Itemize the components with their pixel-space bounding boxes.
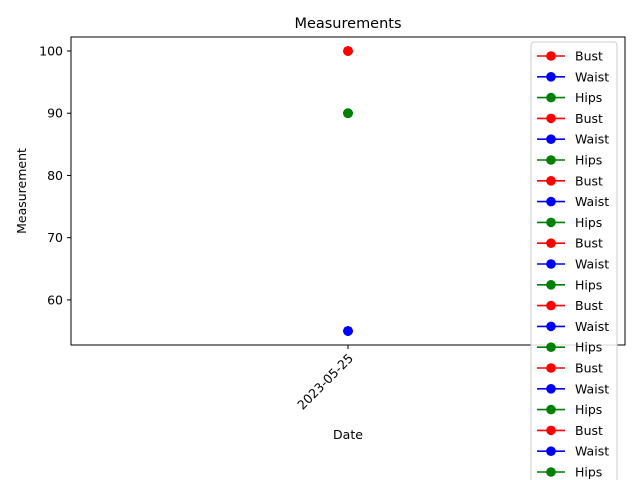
legend-marker	[546, 404, 556, 415]
data-point-waist	[343, 326, 353, 336]
legend-label: Bust	[575, 236, 603, 251]
legend-marker	[546, 176, 556, 186]
legend-label: Bust	[575, 298, 603, 313]
legend-marker	[546, 51, 556, 61]
legend-label: Bust	[575, 111, 603, 126]
y-tick-label: 100	[39, 44, 63, 59]
legend-marker	[546, 467, 556, 477]
legend-marker	[546, 342, 556, 353]
x-axis-ticks: 2023-05-25	[294, 345, 356, 412]
legend-label: Hips	[575, 153, 602, 168]
legend-label: Waist	[575, 319, 609, 334]
legend-label: Bust	[575, 423, 603, 438]
legend-marker	[546, 238, 556, 248]
legend-label: Waist	[575, 69, 609, 84]
legend-marker	[546, 259, 556, 269]
y-tick-label: 70	[47, 230, 63, 245]
legend-label: Waist	[575, 381, 609, 396]
legend-marker	[546, 425, 556, 436]
plot-area	[70, 36, 626, 346]
y-tick-label: 80	[47, 168, 63, 183]
legend-marker	[546, 113, 556, 124]
y-axis-ticks: 60 70 80 90 100	[39, 44, 71, 307]
legend-label: Bust	[575, 361, 603, 376]
x-axis-label: Date	[333, 427, 363, 442]
legend-marker	[546, 72, 556, 82]
legend-label: Waist	[575, 257, 609, 272]
legend-marker	[546, 196, 556, 207]
legend-label: Hips	[575, 277, 602, 292]
legend-marker	[546, 280, 556, 290]
legend-marker	[546, 363, 556, 373]
legend-marker	[546, 384, 556, 394]
legend-marker	[546, 155, 556, 165]
series-layer	[343, 46, 353, 336]
legend-marker	[546, 321, 556, 332]
legend-label: Waist	[575, 444, 609, 459]
legend-label: Bust	[575, 49, 603, 64]
chart-title: Measurements	[294, 16, 401, 32]
data-point-hips	[343, 108, 353, 119]
y-tick-label: 60	[47, 292, 63, 307]
legend-label: Hips	[575, 215, 602, 230]
legend-marker	[546, 92, 556, 103]
legend-label: Hips	[575, 402, 602, 417]
data-point-bust	[343, 46, 353, 56]
legend-marker	[546, 134, 556, 144]
legend-label: Hips	[575, 340, 602, 355]
x-tick-label: 2023-05-25	[294, 351, 356, 413]
legend-label: Bust	[575, 173, 603, 188]
legend: Bust Waist Hips Bust Waist Hips Bust Waist Hips B…	[530, 41, 618, 480]
legend-marker	[546, 446, 556, 457]
legend-marker	[546, 300, 556, 311]
legend-label: Waist	[575, 194, 609, 209]
y-tick-label: 90	[47, 106, 63, 121]
legend-marker	[546, 217, 556, 228]
legend-label: Hips	[575, 90, 602, 105]
y-axis-label: Measurement	[14, 148, 29, 234]
legend-label: Hips	[575, 465, 602, 480]
legend-label: Waist	[575, 132, 609, 147]
